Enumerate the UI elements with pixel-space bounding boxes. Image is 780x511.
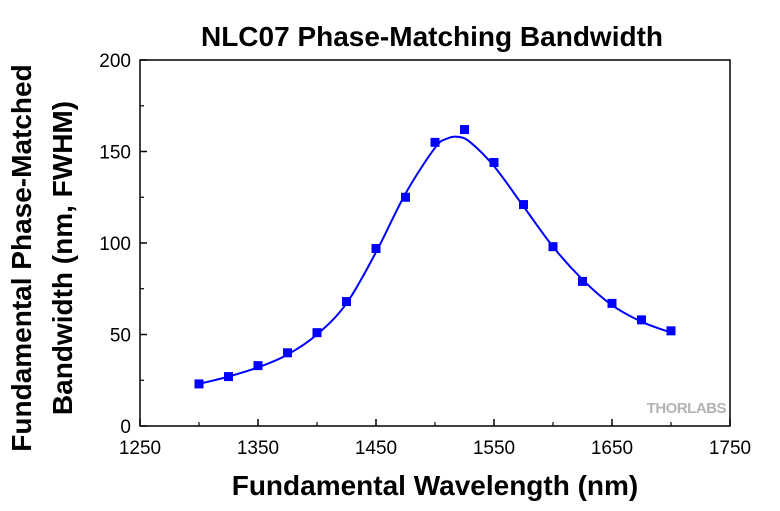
x-axis-label: Fundamental Wavelength (nm) (232, 470, 639, 501)
x-tick-label: 1550 (473, 438, 515, 459)
x-tick-label: 1650 (591, 438, 633, 459)
y-tick-label: 200 (99, 51, 131, 72)
data-point (519, 200, 528, 210)
data-point (666, 326, 676, 336)
y-tick-label: 100 (99, 234, 131, 255)
data-point (371, 243, 381, 253)
data-point (342, 297, 351, 307)
x-tick-label: 1250 (119, 438, 161, 459)
data-point (489, 157, 499, 167)
data-point (312, 328, 322, 338)
data-point (578, 276, 587, 286)
y-tick-label: 0 (120, 417, 131, 438)
plot-frame (139, 59, 731, 427)
data-point (283, 348, 292, 358)
data-point (637, 315, 646, 325)
thorlabs-watermark: THORLABS (647, 400, 727, 417)
data-point (401, 192, 410, 202)
data-points-layer (194, 125, 676, 389)
fit-curve (198, 135, 672, 385)
y-axis-label: Fundamental Phase-Matched Bandwidth (nm,… (6, 64, 78, 451)
y-axis-label-line1: Fundamental Phase-Matched (6, 64, 37, 451)
y-axis-label-line2: Bandwidth (nm, FWHM) (47, 101, 78, 415)
data-point (224, 372, 233, 382)
x-tick-label: 1350 (237, 438, 279, 459)
data-point (253, 361, 263, 371)
data-point (194, 379, 204, 389)
data-point (548, 242, 558, 252)
data-point (430, 137, 440, 147)
y-axis-ticks: 0 50 100 150 200 (99, 51, 147, 438)
fit-curve-layer (198, 135, 672, 385)
x-axis-ticks: 1250 1350 1450 1550 1650 1750 (119, 419, 751, 459)
chart-title: NLC07 Phase-Matching Bandwidth (201, 21, 663, 52)
x-tick-label: 1750 (709, 438, 751, 459)
y-tick-label: 150 (99, 143, 131, 164)
y-tick-label: 50 (110, 326, 131, 347)
data-point (460, 125, 469, 135)
data-point (607, 298, 617, 308)
x-tick-label: 1450 (355, 438, 397, 459)
